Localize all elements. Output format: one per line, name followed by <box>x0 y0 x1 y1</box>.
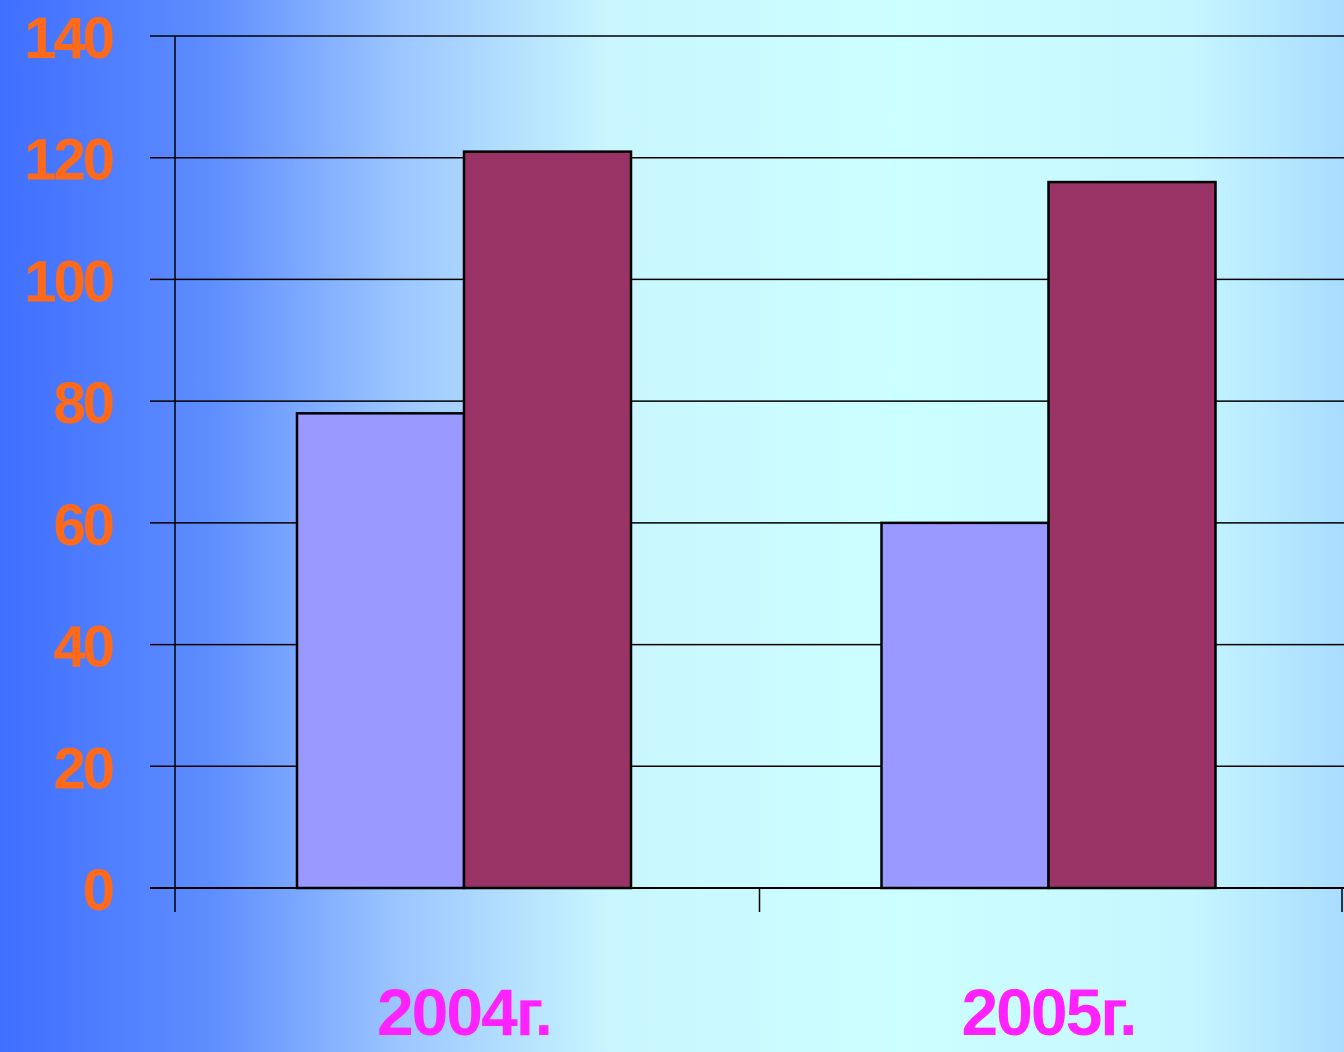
y-tick-label-100: 100 <box>24 249 113 314</box>
bars <box>295 150 1217 890</box>
y-tick-label-80: 80 <box>53 371 112 436</box>
y-tick-label-0: 0 <box>83 858 113 923</box>
y-tick-label-140: 140 <box>24 6 113 71</box>
axes <box>150 36 1344 912</box>
bar-series-2-1 <box>462 150 633 890</box>
x-axis-tick-labels: 2004г. 2005г. <box>377 975 1138 1049</box>
y-tick-label-20: 20 <box>53 736 112 801</box>
bar-series-2-2 <box>1047 180 1217 890</box>
y-tick-label-120: 120 <box>24 128 113 193</box>
y-tick-label-60: 60 <box>53 493 112 558</box>
y-axis-tick-labels: 0 20 40 60 80 100 120 140 <box>24 6 116 923</box>
bar-series-1-2 <box>880 521 1050 890</box>
x-tick-label-2: 2005г. <box>961 975 1135 1049</box>
y-tick-label-40: 40 <box>53 615 112 680</box>
bar-series-1-1 <box>295 412 466 890</box>
x-tick-label-1: 2004г. <box>377 975 551 1049</box>
